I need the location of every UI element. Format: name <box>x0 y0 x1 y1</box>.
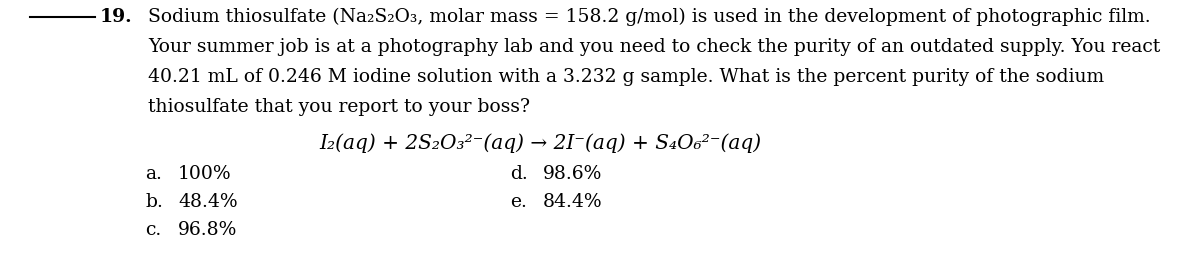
Text: 100%: 100% <box>178 164 232 182</box>
Text: b.: b. <box>145 192 163 210</box>
Text: 84.4%: 84.4% <box>542 192 602 210</box>
Text: c.: c. <box>145 220 161 238</box>
Text: Sodium thiosulfate (Na₂S₂O₃, molar mass = 158.2 g/mol) is used in the developmen: Sodium thiosulfate (Na₂S₂O₃, molar mass … <box>148 8 1151 26</box>
Text: I₂(aq) + 2S₂O₃²⁻(aq) → 2I⁻(aq) + S₄O₆²⁻(aq): I₂(aq) + 2S₂O₃²⁻(aq) → 2I⁻(aq) + S₄O₆²⁻(… <box>319 133 761 152</box>
Text: a.: a. <box>145 164 162 182</box>
Text: 96.8%: 96.8% <box>178 220 238 238</box>
Text: 48.4%: 48.4% <box>178 192 238 210</box>
Text: thiosulfate that you report to your boss?: thiosulfate that you report to your boss… <box>148 98 530 116</box>
Text: 98.6%: 98.6% <box>542 164 602 182</box>
Text: 19.: 19. <box>100 8 133 26</box>
Text: 40.21 mL of 0.246 Μ iodine solution with a 3.232 g sample. What is the percent p: 40.21 mL of 0.246 Μ iodine solution with… <box>148 68 1104 86</box>
Text: d.: d. <box>510 164 528 182</box>
Text: Your summer job is at a photography lab and you need to check the purity of an o: Your summer job is at a photography lab … <box>148 38 1160 56</box>
Text: e.: e. <box>510 192 527 210</box>
